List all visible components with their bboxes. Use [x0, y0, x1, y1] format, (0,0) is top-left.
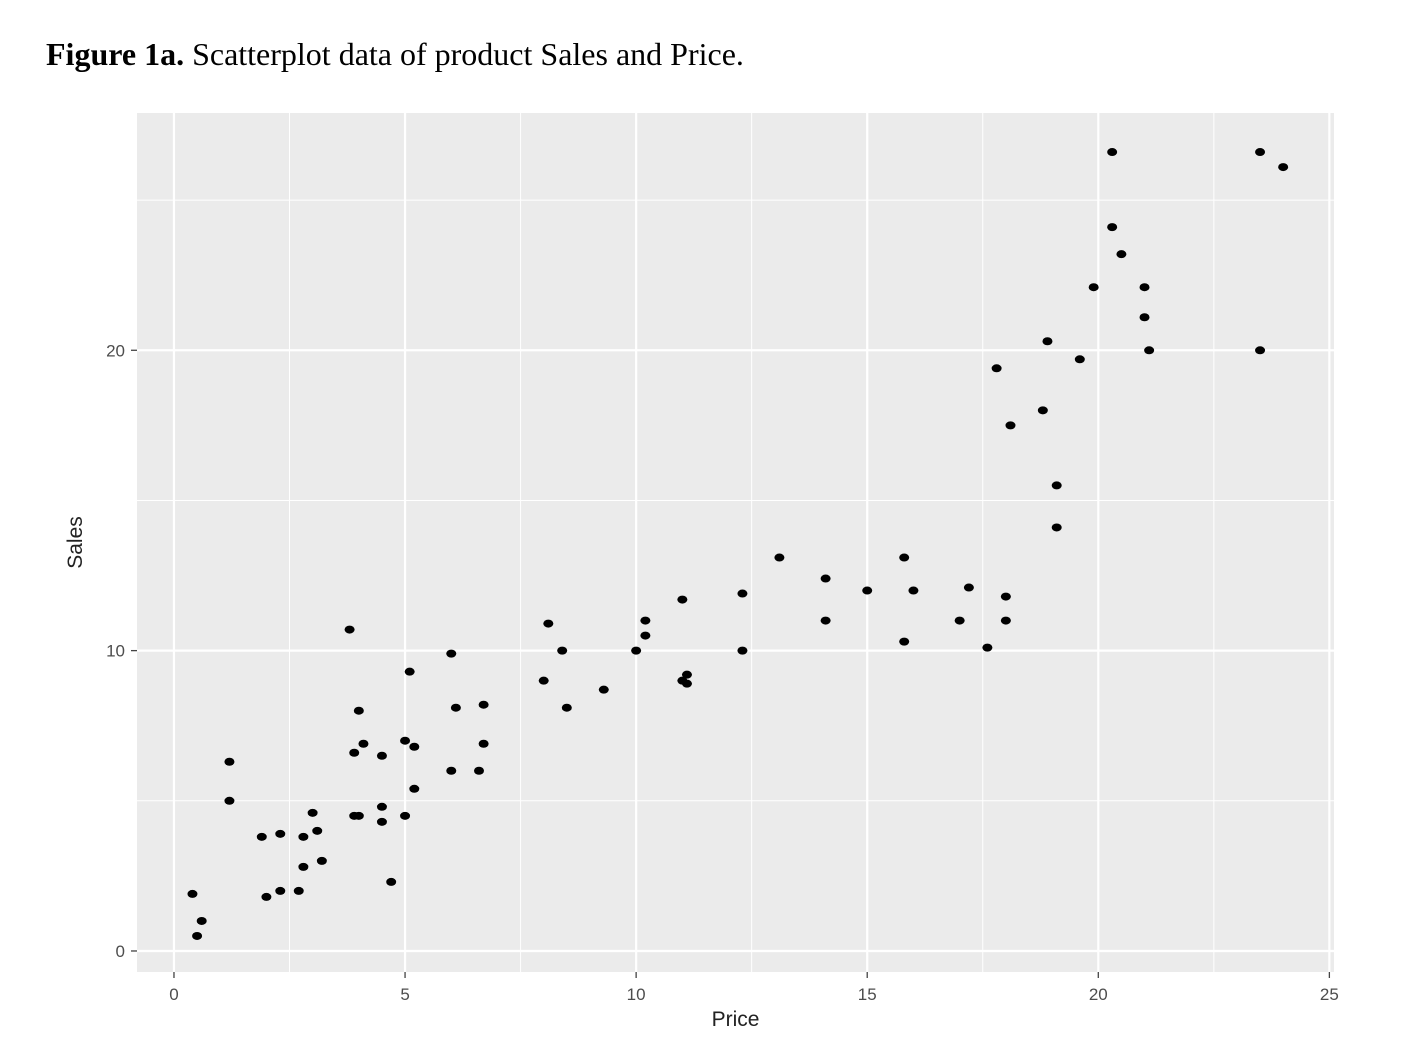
data-point — [543, 619, 554, 628]
data-point — [982, 643, 993, 652]
data-point — [409, 784, 420, 793]
data-point — [1116, 250, 1127, 259]
data-point — [376, 751, 387, 760]
data-point — [862, 586, 873, 595]
y-tick-label: 0 — [116, 942, 125, 961]
data-point — [1042, 337, 1053, 346]
figure-label: Figure 1a. — [46, 36, 185, 72]
data-point — [344, 625, 355, 634]
x-tick-label: 10 — [627, 985, 646, 1004]
data-point — [954, 616, 965, 625]
data-point — [275, 829, 286, 838]
data-point — [261, 892, 272, 901]
data-point — [1000, 616, 1011, 625]
figure-caption: Figure 1a. Scatterplot data of product S… — [46, 36, 744, 73]
y-tick-label: 10 — [106, 642, 125, 661]
data-point — [1107, 223, 1118, 232]
data-point — [298, 862, 309, 871]
data-point — [1144, 346, 1155, 355]
data-point — [1255, 346, 1266, 355]
data-point — [1000, 592, 1011, 601]
data-point — [409, 742, 420, 751]
data-point — [187, 889, 198, 898]
x-tick-label: 0 — [169, 985, 178, 1004]
data-point — [376, 817, 387, 826]
data-point — [1051, 481, 1062, 490]
minor-gridlines — [137, 113, 1334, 972]
data-point — [1139, 313, 1150, 322]
data-point — [963, 583, 974, 592]
data-point — [474, 766, 484, 775]
data-point — [1088, 283, 1099, 292]
data-point — [293, 886, 304, 895]
data-point — [275, 886, 286, 895]
data-point — [1037, 406, 1048, 415]
data-point — [196, 916, 207, 925]
data-point — [478, 700, 489, 709]
data-point — [737, 646, 748, 655]
data-point — [820, 616, 831, 625]
major-gridlines — [137, 113, 1334, 972]
data-point — [386, 877, 397, 886]
data-point — [1051, 523, 1062, 532]
data-point — [404, 667, 415, 676]
data-point — [908, 586, 919, 595]
x-tick-label: 5 — [400, 985, 409, 1004]
data-point — [631, 646, 642, 655]
data-point — [1074, 355, 1085, 364]
data-point — [557, 646, 568, 655]
data-point — [298, 832, 309, 841]
y-tick-label: 20 — [106, 341, 125, 360]
data-point — [192, 931, 203, 940]
data-point — [450, 703, 461, 712]
data-point — [478, 739, 489, 748]
data-point — [899, 553, 910, 562]
plot-panel — [137, 113, 1334, 972]
data-point — [400, 736, 411, 745]
data-point — [538, 676, 549, 685]
data-point — [358, 739, 369, 748]
data-point — [446, 766, 457, 775]
data-point — [561, 703, 572, 712]
data-point — [307, 808, 318, 817]
y-axis-title: Sales — [64, 516, 87, 569]
data-point — [820, 574, 831, 583]
data-point — [353, 811, 364, 820]
x-tick-label: 20 — [1089, 985, 1108, 1004]
x-axis-title: Price — [712, 1008, 760, 1031]
data-point — [353, 706, 364, 715]
data-point — [224, 796, 235, 805]
data-point — [640, 631, 651, 640]
data-point — [991, 364, 1002, 373]
x-tick-label: 15 — [858, 985, 877, 1004]
data-point — [737, 589, 748, 598]
data-point — [376, 802, 387, 811]
data-point — [1139, 283, 1150, 292]
data-point — [256, 832, 267, 841]
axis-ticks: 0 5 10 15 20 25 0 10 20 — [106, 341, 1339, 1004]
x-tick-label: 25 — [1320, 985, 1339, 1004]
data-point — [446, 649, 457, 658]
data-point — [774, 553, 785, 562]
data-point — [1255, 148, 1266, 157]
data-point — [640, 616, 651, 625]
data-point — [899, 637, 910, 646]
data-point — [677, 595, 688, 604]
data-point — [1278, 163, 1289, 172]
data-point — [1107, 148, 1118, 157]
figure-caption-text: Scatterplot data of product Sales and Pr… — [192, 36, 744, 72]
data-point — [1005, 421, 1016, 430]
data-point — [349, 748, 360, 757]
data-point — [224, 757, 235, 766]
data-point — [312, 826, 323, 835]
data-point — [598, 685, 609, 694]
data-point — [681, 670, 692, 679]
data-points — [187, 148, 1289, 940]
data-point — [316, 856, 327, 865]
data-point — [400, 811, 411, 820]
data-point — [681, 679, 692, 688]
